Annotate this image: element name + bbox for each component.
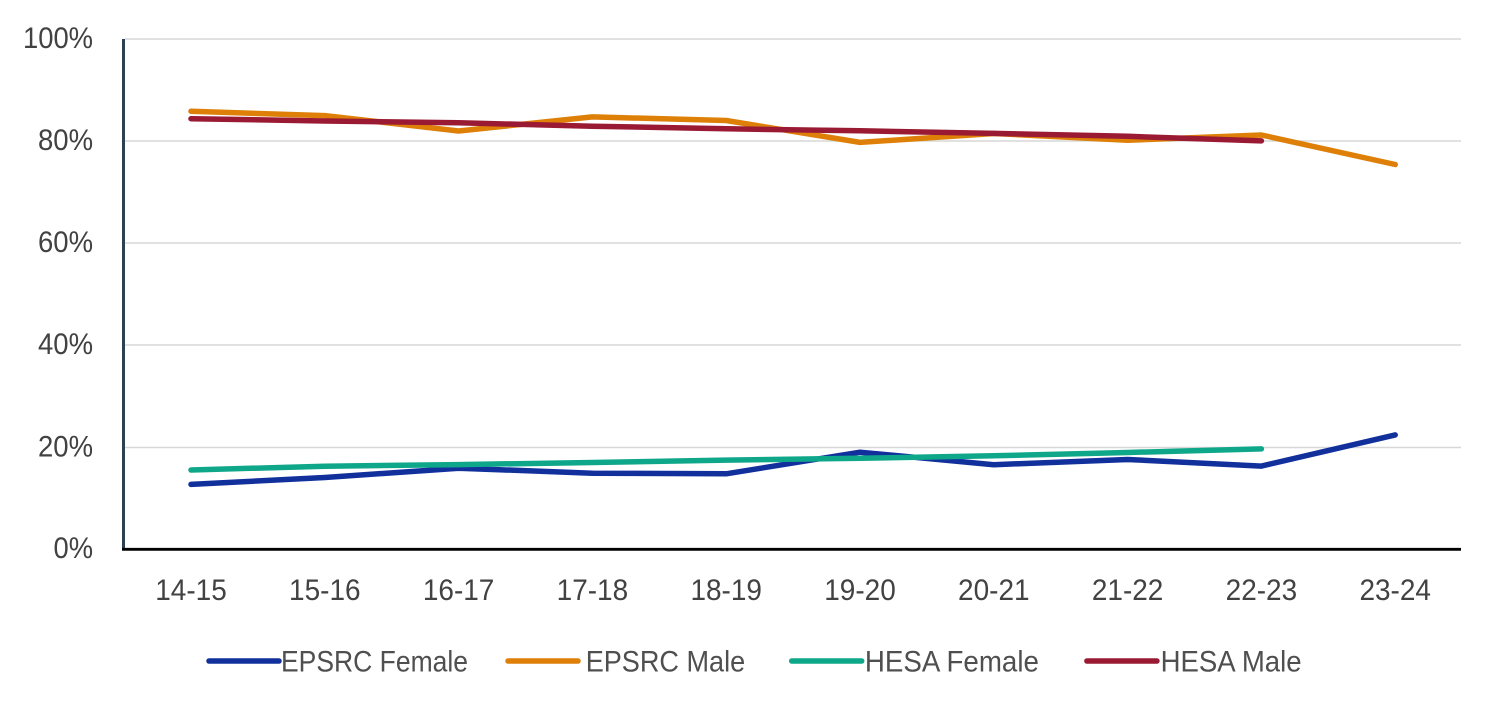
svg-text:23-24: 23-24 bbox=[1359, 574, 1431, 607]
svg-text:0%: 0% bbox=[54, 532, 94, 565]
svg-text:100%: 100% bbox=[23, 22, 93, 55]
svg-text:20-21: 20-21 bbox=[958, 574, 1030, 607]
svg-text:80%: 80% bbox=[38, 124, 93, 157]
svg-text:18-19: 18-19 bbox=[690, 574, 762, 607]
svg-text:22-23: 22-23 bbox=[1226, 574, 1298, 607]
svg-text:EPSRC Male: EPSRC Male bbox=[586, 646, 746, 679]
svg-text:17-18: 17-18 bbox=[557, 574, 629, 607]
svg-text:15-16: 15-16 bbox=[289, 574, 361, 607]
svg-text:40%: 40% bbox=[38, 328, 93, 361]
svg-text:HESA Female: HESA Female bbox=[865, 646, 1039, 679]
svg-text:60%: 60% bbox=[38, 226, 93, 259]
svg-text:21-22: 21-22 bbox=[1092, 574, 1164, 607]
svg-text:EPSRC Female: EPSRC Female bbox=[281, 646, 468, 679]
svg-text:19-20: 19-20 bbox=[824, 574, 896, 607]
svg-text:HESA Male: HESA Male bbox=[1161, 646, 1302, 679]
svg-text:20%: 20% bbox=[38, 430, 93, 463]
svg-text:16-17: 16-17 bbox=[423, 574, 495, 607]
svg-text:14-15: 14-15 bbox=[155, 574, 227, 607]
